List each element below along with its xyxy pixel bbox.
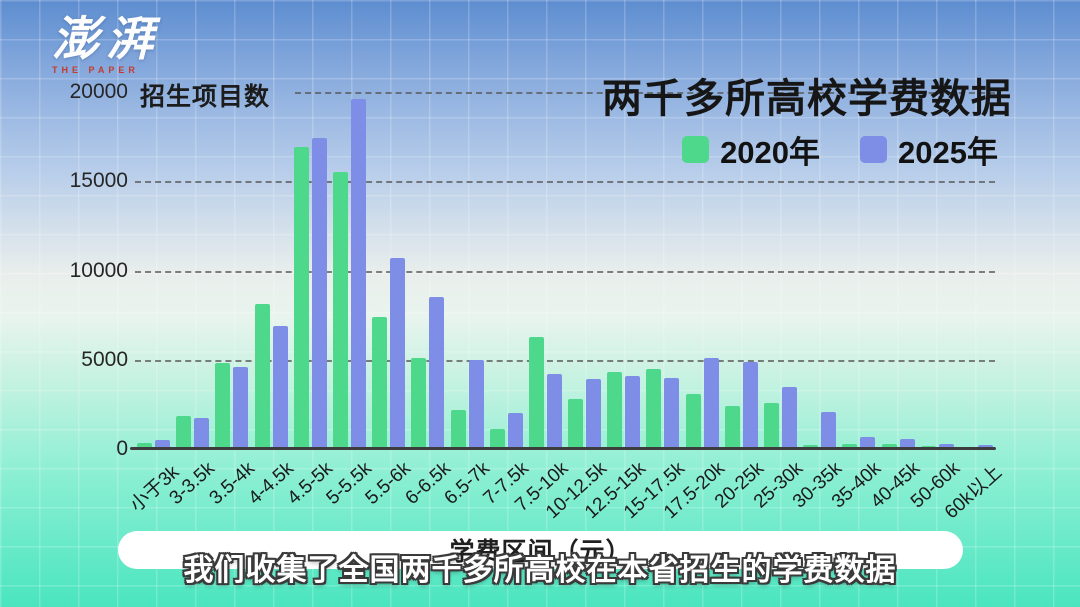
- legend-label: 2025年: [898, 135, 998, 170]
- bar-2025年: [782, 386, 797, 449]
- bar-2020年: [881, 443, 897, 449]
- legend-item: 2025年: [860, 127, 998, 172]
- bar-2020年: [607, 372, 623, 449]
- gridline: [135, 270, 995, 273]
- bar-group: 3.5-4k: [205, 363, 258, 509]
- bar-2020年: [685, 393, 701, 449]
- bar-2020年: [568, 399, 584, 449]
- bar-2025年: [429, 297, 445, 449]
- y-axis-title: 招生项目数: [140, 83, 271, 111]
- bar-group: 4-4.5k: [244, 304, 298, 509]
- bar-2020年: [254, 304, 270, 449]
- bar-2025年: [703, 358, 719, 449]
- bar-2025年: [546, 374, 562, 449]
- bar-2020年: [411, 358, 427, 449]
- bar-2025年: [350, 99, 366, 449]
- plot-area: 小于3k 3-3.5k 3.5-4k 4-4.5k 4.5-5k 5-5.5k 5.5-6k…: [126, 92, 1006, 523]
- x-tick-label: 3.5-4k: [205, 458, 259, 509]
- bar-group: 12.5-15k: [581, 372, 650, 523]
- y-tick-label: 0: [116, 437, 128, 460]
- paper-logo: 澎湃 THE PAPER: [52, 10, 160, 75]
- x-axis-title: 学费区间（元）: [449, 538, 632, 566]
- bar-2025年: [468, 359, 484, 449]
- bar-group: 小于3k: [126, 440, 183, 516]
- bar-group: 4.5-5k: [284, 138, 337, 509]
- bar-group: 5.5-6k: [362, 258, 415, 509]
- bar-group: 6-6.5k: [401, 297, 454, 509]
- bar-2020年: [137, 442, 152, 449]
- bar-group: 6.5-7k: [440, 359, 494, 509]
- x-tick-label: 3-3.5k: [165, 458, 220, 509]
- gridline: [295, 92, 995, 94]
- bar-2025年: [233, 366, 249, 449]
- bar-group: 17.5-20k: [660, 358, 729, 523]
- x-tick-label: 5.5-6k: [361, 458, 416, 509]
- legend-swatch: [682, 136, 710, 163]
- bar-2020年: [489, 429, 505, 449]
- bar-2025年: [507, 413, 523, 449]
- y-tick-label: 5000: [81, 347, 128, 371]
- bar-group: 35-40k: [828, 437, 885, 512]
- x-axis-line: [130, 447, 996, 450]
- bar-group: 25-30k: [750, 386, 807, 512]
- gridline: [135, 181, 995, 184]
- bar-2020年: [764, 402, 779, 449]
- bar-group: 7.5-10k: [511, 336, 572, 516]
- bar-2020年: [842, 443, 858, 449]
- bar-group: 15-17.5k: [620, 368, 689, 523]
- legend-item: 2020年: [682, 127, 820, 172]
- bar-group: 40-45k: [867, 439, 925, 512]
- x-axis-title-pill: 学费区间（元）: [118, 531, 963, 569]
- bar-group: 10-12.5k: [542, 379, 611, 523]
- bar-2025年: [586, 379, 602, 449]
- bar-2025年: [860, 437, 876, 449]
- bar-2020年: [450, 409, 466, 449]
- bar-group: 7-7.5k: [479, 413, 533, 509]
- chart-title: 两千多所高校学费数据: [602, 77, 1012, 121]
- y-tick-label: 20000: [69, 80, 128, 103]
- bar-2020年: [724, 406, 740, 449]
- bar-2020年: [528, 336, 544, 449]
- subtitle-caption: 我们收集了全国两千多所高校在本省招生的学费数据: [183, 554, 897, 587]
- bar-group: 20-25k: [711, 361, 768, 512]
- bar-2020年: [332, 172, 348, 449]
- x-tick-label: 6-6.5k: [401, 458, 455, 509]
- paper-logo-cn: 澎湃: [52, 12, 160, 65]
- bar-group: 5-5.5k: [323, 99, 376, 509]
- bar-2020年: [293, 147, 309, 449]
- bar-2025年: [742, 361, 758, 449]
- paper-logo-en: THE PAPER: [52, 64, 139, 75]
- bar-2025年: [938, 443, 954, 449]
- bar-group: 30-35k: [789, 411, 846, 512]
- gridline: [135, 359, 995, 362]
- bar-2025年: [194, 417, 210, 449]
- bar-2025年: [625, 375, 641, 449]
- y-tick-label: 10000: [69, 258, 128, 282]
- bar-2025年: [664, 377, 680, 449]
- bar-2020年: [646, 368, 662, 449]
- bar-2025年: [390, 258, 406, 449]
- bar-2020年: [176, 416, 192, 449]
- chart-legend: 2020年 2025年: [682, 127, 998, 172]
- legend-label: 2020年: [720, 135, 821, 170]
- bar-2025年: [821, 411, 837, 449]
- bar-2025年: [311, 138, 327, 449]
- bar-2020年: [215, 363, 231, 449]
- bar-group: 3-3.5k: [166, 416, 219, 509]
- bar-2025年: [899, 439, 915, 449]
- legend-swatch: [860, 136, 888, 163]
- bar-2020年: [803, 444, 819, 449]
- bar-2025年: [155, 440, 170, 449]
- y-tick-label: 15000: [69, 169, 128, 193]
- bar-2020年: [372, 316, 388, 449]
- bar-2025年: [272, 325, 288, 449]
